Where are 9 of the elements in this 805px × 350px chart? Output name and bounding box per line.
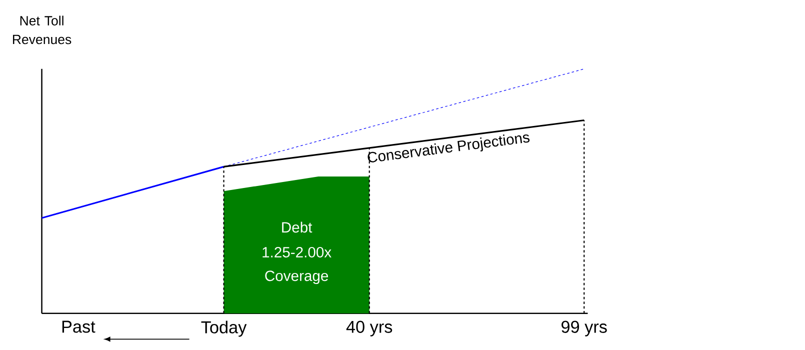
annotation: 1.25-2.00x bbox=[262, 246, 332, 258]
x-tick-label: Today bbox=[201, 320, 247, 337]
x-tick-label: 99 yrs bbox=[562, 320, 607, 336]
x-tick-label: Past bbox=[62, 320, 96, 333]
x-tick-label: 40 yrs bbox=[346, 320, 392, 336]
text: Conservative Projections bbox=[368, 134, 530, 162]
annotation: Coverage bbox=[265, 270, 328, 284]
annotation: Debt bbox=[282, 222, 312, 233]
y-axis-title: Net Toll Revenues bbox=[13, 16, 72, 44]
